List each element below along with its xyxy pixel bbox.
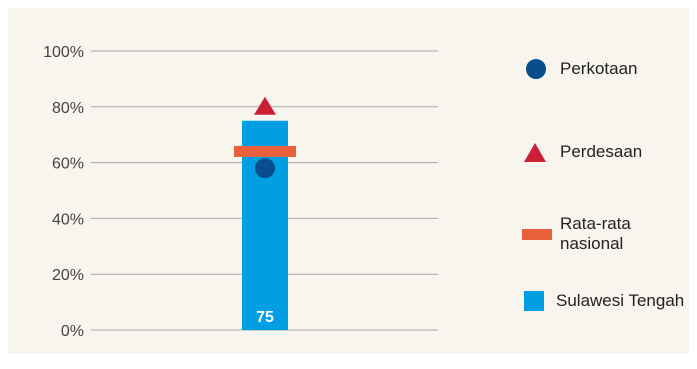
bar-data-label: 75 xyxy=(256,309,274,326)
legend-label-sulawesi-tengah: Sulawesi Tengah xyxy=(556,291,685,310)
legend-item-sulawesi-tengah: Sulawesi Tengah xyxy=(524,291,684,311)
y-tick-label: 40% xyxy=(52,211,84,228)
y-tick-label: 60% xyxy=(52,156,84,173)
legend-square-icon xyxy=(524,291,544,311)
legend-label-perdesaan: Perdesaan xyxy=(560,142,643,161)
legend-item-rata-rata-nasional: Rata-rata nasional xyxy=(522,214,631,254)
y-tick-label: 0% xyxy=(61,323,84,340)
y-tick-label: 20% xyxy=(52,267,84,284)
marker-rata-rata-nasional xyxy=(234,145,296,157)
legend-item-perdesaan: Perdesaan xyxy=(524,142,642,162)
legend-item-perkotaan: Perkotaan xyxy=(526,59,638,79)
marker-perkotaan xyxy=(255,158,275,179)
y-tick-label: 100% xyxy=(43,44,84,61)
bar-chart: 0% 20% 40% 60% 80% 100% 75 xyxy=(43,44,438,340)
y-tick-label: 80% xyxy=(52,100,84,117)
legend-circle-icon xyxy=(526,59,546,79)
legend-label-perkotaan: Perkotaan xyxy=(560,59,638,78)
chart-panel: 0% 20% 40% 60% 80% 100% 75 Perkotaan Perdesaan… xyxy=(8,8,689,354)
marker-perdesaan xyxy=(254,96,276,115)
legend-triangle-icon xyxy=(524,142,546,162)
legend-label-rata-rata-nasional: Rata-rata nasional xyxy=(560,214,631,253)
legend-line-icon xyxy=(522,228,552,240)
